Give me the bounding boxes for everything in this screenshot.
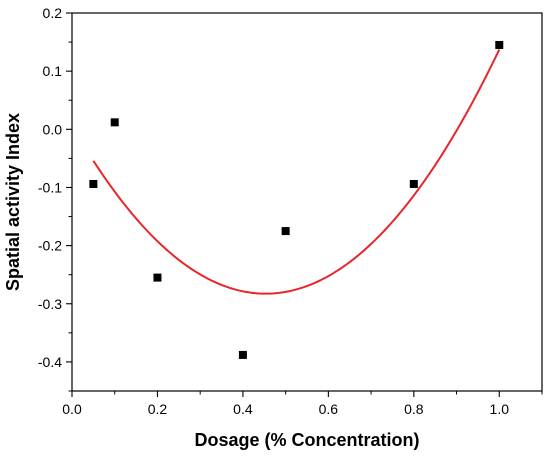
- x-axis-title: Dosage (% Concentration): [194, 430, 419, 450]
- x-tick-label: 0.0: [62, 401, 82, 417]
- y-tick-label: -0.1: [38, 179, 62, 195]
- fit-curve: [92, 49, 501, 295]
- data-point: [153, 273, 162, 282]
- data-point: [110, 118, 119, 127]
- y-tick-label: -0.3: [38, 296, 62, 312]
- y-tick-label: 0.2: [43, 5, 63, 21]
- data-point: [238, 350, 247, 359]
- x-tick-label: 0.6: [319, 401, 339, 417]
- tick-labels: 0.0 0.2 0.4 0.6 0.8 1.0 -0.4 -0.3 -0.2 -0.1 0.0 0.1…: [38, 5, 509, 417]
- y-tick-label: -0.2: [38, 238, 62, 254]
- axis-ticks: [66, 12, 543, 397]
- data-point: [89, 179, 98, 188]
- y-tick-label: -0.4: [38, 354, 62, 370]
- plot-frame: [71, 12, 543, 392]
- data-points: [89, 40, 504, 359]
- x-tick-label: 0.2: [148, 401, 168, 417]
- data-point: [495, 40, 504, 49]
- x-tick-label: 1.0: [490, 401, 510, 417]
- x-tick-label: 0.8: [404, 401, 424, 417]
- data-point: [281, 227, 290, 236]
- y-tick-label: 0.0: [43, 121, 63, 137]
- fit-curve-layer: [92, 49, 501, 295]
- y-tick-label: 0.1: [43, 63, 63, 79]
- x-tick-label: 0.4: [233, 401, 253, 417]
- y-axis-title: Spatial activity Index: [3, 113, 23, 291]
- data-point: [409, 179, 418, 188]
